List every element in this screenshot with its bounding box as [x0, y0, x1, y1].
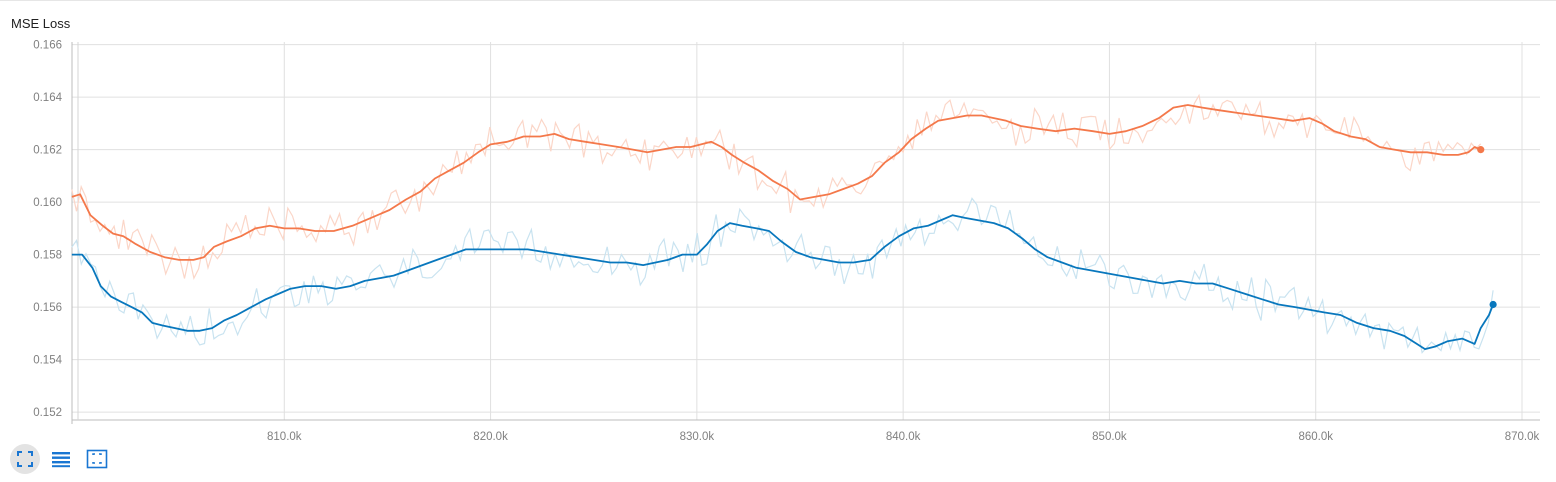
- y-tick-label: 0.162: [33, 145, 62, 157]
- chart-toolbar: [10, 444, 112, 474]
- x-tick-label: 820.0k: [473, 431, 508, 440]
- series-end-point: [1477, 146, 1485, 154]
- toggle-log-scale-button[interactable]: [46, 444, 76, 474]
- fullscreen-icon: [17, 451, 33, 467]
- top-divider: [0, 0, 1556, 1]
- grid-lines: [72, 42, 1540, 420]
- chart-title: MSE Loss: [11, 16, 71, 31]
- y-tick-label: 0.152: [33, 407, 62, 419]
- y-tick-label: 0.166: [33, 40, 62, 52]
- y-tick-labels: 0.152 0.154 0.156 0.158 0.160 0.162 0.164 0.166: [33, 40, 62, 420]
- y-tick-label: 0.160: [33, 197, 62, 209]
- series-end-point: [1489, 300, 1497, 309]
- x-tick-label: 840.0k: [886, 431, 921, 440]
- x-tick-labels: 810.0k 820.0k 830.0k 840.0k 850.0k 860.0k 870.…: [267, 431, 1539, 440]
- y-tick-label: 0.156: [33, 302, 62, 314]
- smoothed-series-line: [71, 104, 1482, 261]
- x-tick-label: 870.0k: [1505, 431, 1540, 440]
- y-tick-label: 0.164: [33, 92, 62, 104]
- x-tick-label: 860.0k: [1298, 431, 1333, 440]
- series-layer: [71, 93, 1497, 354]
- y-tick-label: 0.158: [33, 250, 62, 262]
- x-tick-label: 850.0k: [1092, 431, 1127, 440]
- fit-to-data-icon: [86, 449, 108, 469]
- x-tick-label: 810.0k: [267, 431, 302, 440]
- line-chart: 0.152 0.154 0.156 0.158 0.160 0.162 0.164 0.166…: [33, 40, 1540, 440]
- axes: [71, 42, 1540, 424]
- smoothed-series-line: [71, 214, 1494, 350]
- raw-series-line: [71, 197, 1494, 354]
- x-tick-label: 830.0k: [680, 431, 715, 440]
- fit-data-button[interactable]: [82, 444, 112, 474]
- raw-series-line: [71, 93, 1482, 280]
- list-icon: [52, 452, 70, 468]
- y-tick-label: 0.154: [33, 355, 62, 367]
- fit-domain-button[interactable]: [10, 444, 40, 474]
